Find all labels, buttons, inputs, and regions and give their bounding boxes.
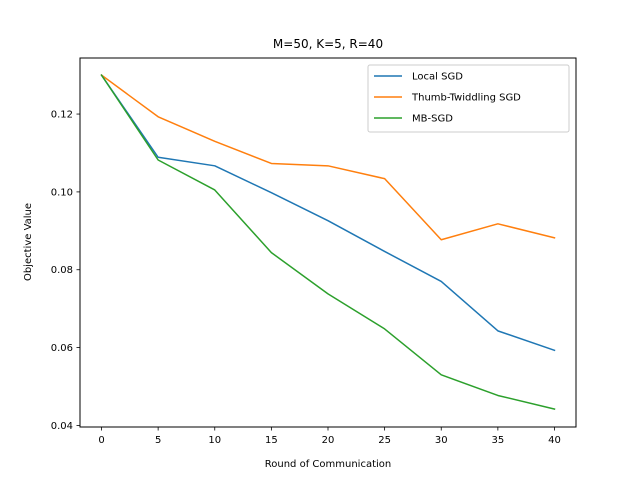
- y-tick-label: 0.04: [51, 421, 73, 432]
- legend-box: [367, 64, 570, 133]
- x-tick-label: 35: [491, 435, 504, 446]
- x-axis: 0 5 10 15 20 25 30 35 40: [98, 427, 561, 446]
- y-axis-label: Objective Value: [23, 203, 34, 281]
- y-tick-label: 0.08: [51, 265, 73, 276]
- y-tick-label: 0.06: [51, 343, 73, 354]
- y-axis: 0.04 0.06 0.08 0.10 0.12: [51, 110, 80, 432]
- x-tick-label: 15: [265, 435, 278, 446]
- chart-title: M=50, K=5, R=40: [273, 37, 383, 51]
- x-axis-label: Round of Communication: [265, 459, 391, 470]
- legend: Local SGD Thumb-Twiddling SGD MB-SGD: [367, 64, 570, 133]
- plot-area: [100, 74, 556, 410]
- x-tick-label: 25: [378, 435, 391, 446]
- legend-label-1: Thumb-Twiddling SGD: [411, 93, 521, 104]
- x-tick-label: 40: [548, 435, 561, 446]
- series-line-0: [100, 74, 556, 352]
- series-line-2: [100, 74, 556, 410]
- x-tick-label: 10: [208, 435, 221, 446]
- x-tick-label: 5: [155, 435, 161, 446]
- y-tick-label: 0.12: [51, 110, 73, 121]
- series-line-1: [100, 74, 556, 241]
- y-tick-label: 0.10: [51, 187, 73, 198]
- x-tick-label: 0: [98, 435, 104, 446]
- x-tick-label: 30: [435, 435, 448, 446]
- legend-label-2: MB-SGD: [412, 114, 453, 125]
- legend-label-0: Local SGD: [412, 72, 463, 83]
- x-tick-label: 20: [322, 435, 335, 446]
